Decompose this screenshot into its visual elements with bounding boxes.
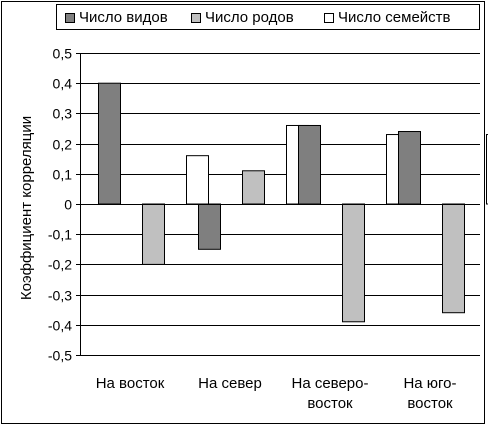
legend-label-families: Число семейств [338,9,451,26]
bars [98,82,488,323]
legend-item-species: Число видов [65,9,168,26]
y-tick-label: 0,3 [53,106,73,122]
y-axis-title: Коэффициент корреляции [18,116,35,300]
axes [76,53,480,356]
legend-swatch-families [324,12,334,23]
x-category-label: На север [198,375,262,392]
legend-item-genera: Число родов [191,9,294,26]
bar [98,82,121,205]
x-category-label: восток [407,395,453,412]
bar [242,170,265,205]
legend-label-species: Число видов [79,9,168,26]
bar [198,203,221,250]
y-tick-label: 0 [64,197,72,213]
bar [298,124,321,205]
x-category-label: На северо- [291,375,368,392]
bar [142,203,165,265]
bar [186,155,209,205]
x-category-labels: На восток На север На северо-восток На юго-… [96,375,457,412]
chart-legend: Число видов Число родов Число семейств [56,4,480,30]
legend-item-families: Число семейств [324,9,451,26]
y-tick-labels: 0,5 0,4 0,3 0,2 0,1 0 -0,1 -0,2 -0,3 -0,4 -0,5 [48,46,72,364]
bar [486,134,488,205]
x-category-label: восток [307,395,353,412]
bar [442,203,465,314]
legend-swatch-species [65,12,75,23]
y-tick-label: 0,1 [53,167,73,183]
legend-swatch-genera [191,12,201,23]
y-tick-label: 0,5 [53,46,73,62]
y-tick-label: -0,1 [48,227,72,243]
legend-label-genera: Число родов [205,9,294,26]
bar [342,203,365,323]
y-tick-label: -0,2 [48,257,72,273]
y-tick-label: -0,5 [48,348,72,364]
y-tick-label: 0,4 [53,76,73,92]
x-category-label: На восток [96,375,165,392]
y-tick-label: -0,3 [48,288,72,304]
bar [398,131,421,205]
y-tick-label: 0,2 [53,137,73,153]
x-category-label: На юго- [403,375,456,392]
y-tick-label: -0,4 [48,318,72,334]
